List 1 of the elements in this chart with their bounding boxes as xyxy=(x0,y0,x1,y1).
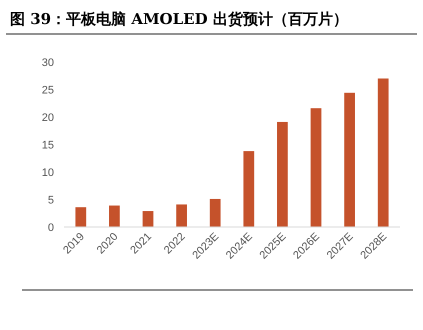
title: 图 39：平板电脑 AMOLED 出货预计（百万片） xyxy=(10,10,348,28)
